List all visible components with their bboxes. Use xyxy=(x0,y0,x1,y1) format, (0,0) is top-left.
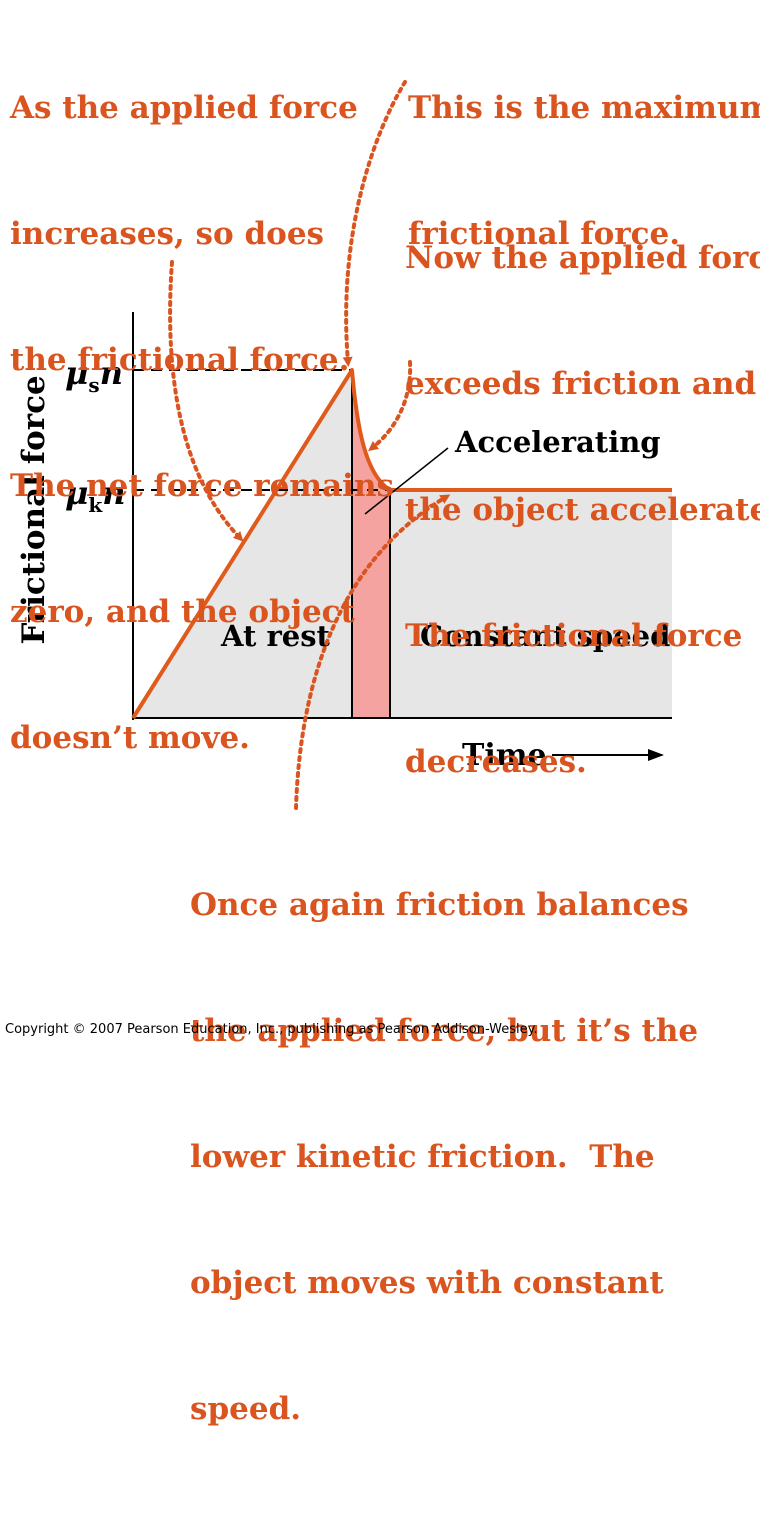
friction-curve xyxy=(131,368,672,720)
arrow-to-decrease xyxy=(368,360,413,452)
accelerating-region xyxy=(352,370,390,718)
friction-graph: μsn μkn Frictional force Time At rest Co… xyxy=(16,80,672,810)
mu-k-label: μkn xyxy=(65,474,126,517)
annotation-accelerates: Now the applied force exceeds friction a… xyxy=(405,240,760,780)
at-rest-label: At rest xyxy=(220,619,331,653)
arrow-to-max xyxy=(342,80,407,367)
mu-s-label: μsn xyxy=(65,354,123,397)
accelerating-pointer xyxy=(364,447,449,515)
accelerating-label: Accelerating xyxy=(454,425,661,459)
arrow-to-slope xyxy=(168,260,244,542)
annotation-kinetic-balance: Once again friction balances the applied… xyxy=(190,887,699,1427)
constant-speed-region xyxy=(390,490,672,718)
arrow-to-kinetic xyxy=(294,494,451,810)
constant-speed-label: Constant speed xyxy=(420,619,670,653)
copyright-notice: Copyright © 2007 Pearson Education, Inc.… xyxy=(5,1022,538,1037)
y-axis-label: Frictional force xyxy=(16,375,52,644)
annotation-applied-force: As the applied force increases, so does … xyxy=(10,90,394,756)
annotation-max-friction: This is the maximum frictional force. xyxy=(408,90,760,252)
x-axis-label: Time xyxy=(462,738,547,773)
